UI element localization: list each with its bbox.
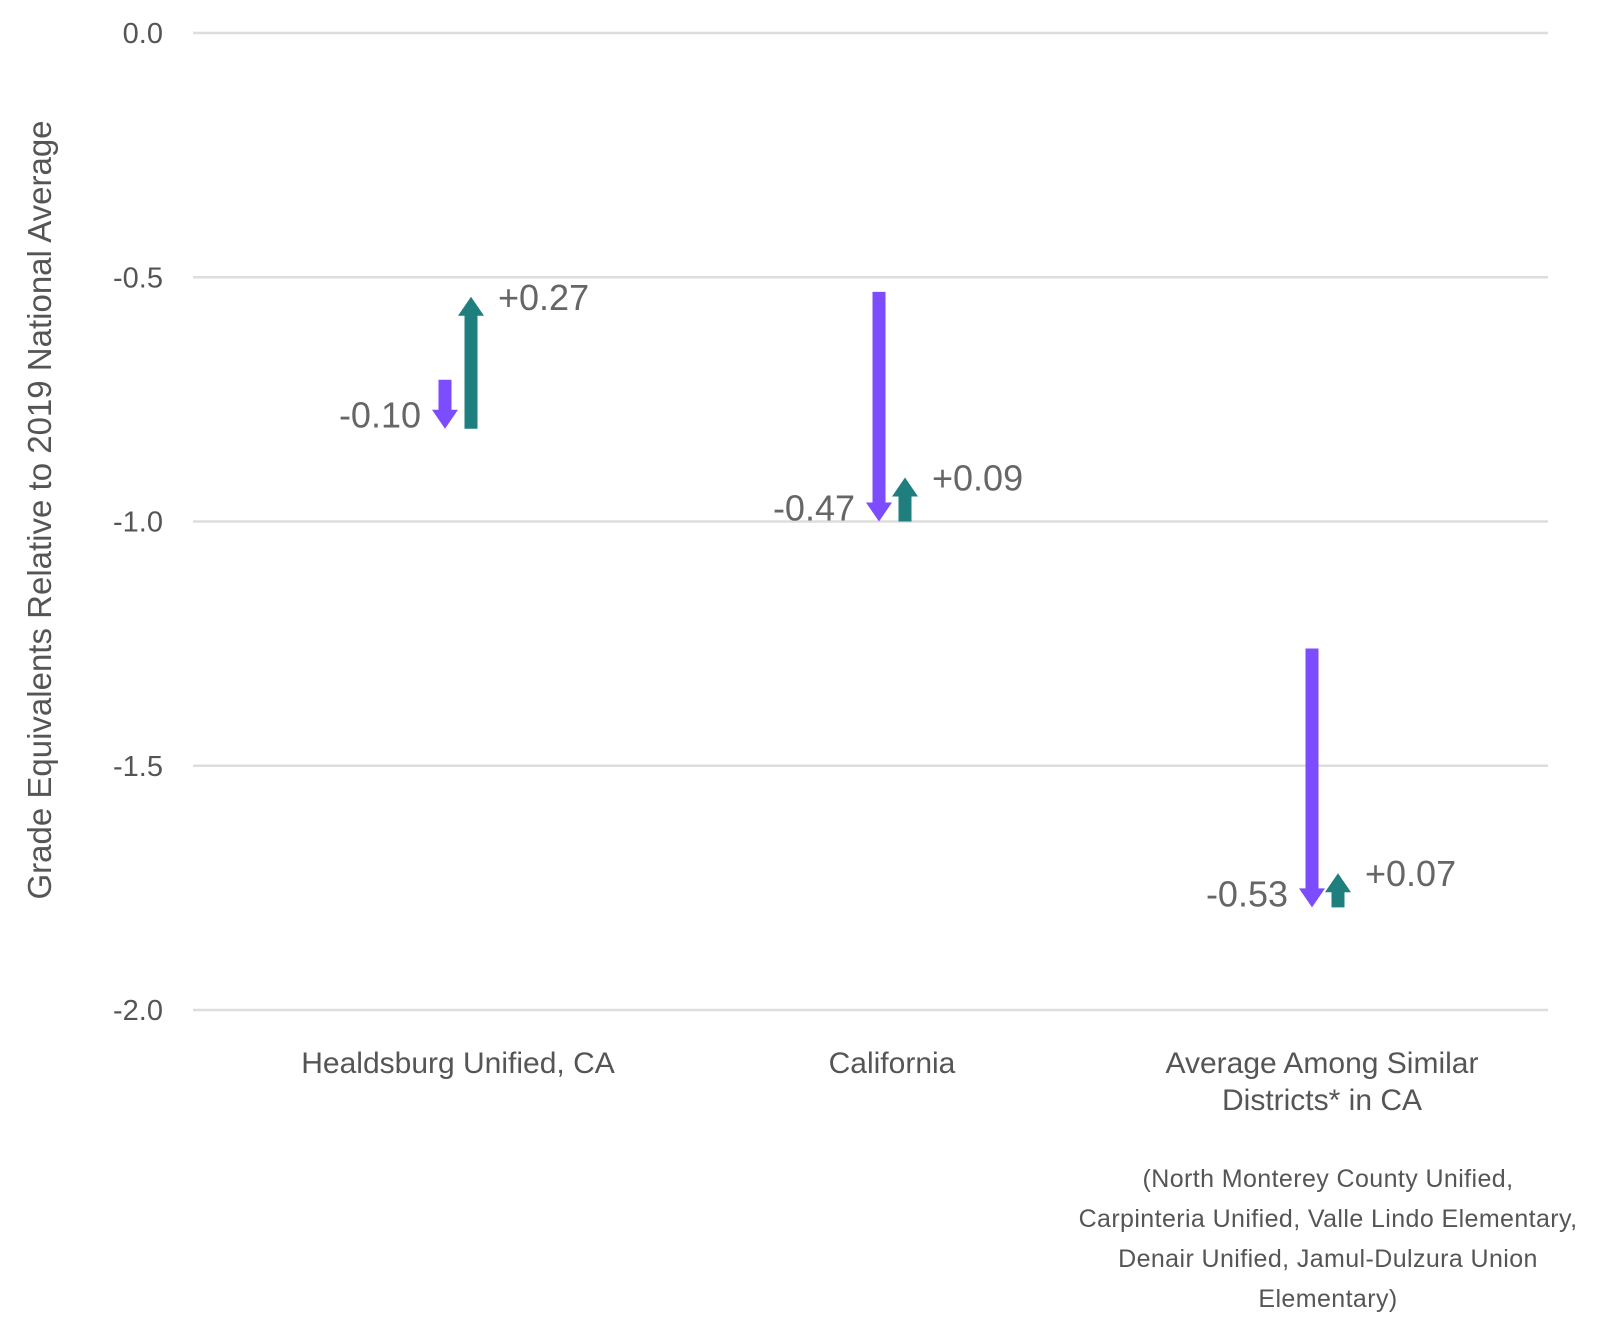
category-label: Healdsburg Unified, CA: [301, 1047, 615, 1080]
decline-arrow: [1299, 648, 1325, 908]
category-note: Denair Unified, Jamul-Dulzura Union: [1118, 1245, 1538, 1273]
y-tick-label: -1.0: [113, 507, 163, 539]
decline-value-label: -0.10: [339, 395, 421, 436]
category-labels: Healdsburg Unified, CA California Average …: [301, 1047, 1578, 1313]
category-note: (North Monterey County Unified,: [1143, 1165, 1514, 1193]
recovery-arrow: [458, 296, 484, 429]
y-tick-label: -1.5: [113, 751, 163, 783]
recovery-value-label: +0.09: [932, 458, 1023, 499]
category-label: Average Among Similar: [1166, 1047, 1479, 1080]
decline-value-label: -0.47: [773, 488, 855, 529]
recovery-arrow: [892, 477, 918, 522]
y-tick-label: 0.0: [123, 18, 163, 50]
category-label: Districts* in CA: [1222, 1084, 1422, 1117]
decline-arrow: [866, 291, 892, 522]
value-labels: -0.10 +0.27 -0.47 +0.09 -0.53 +0.07: [339, 277, 1456, 915]
decline-arrow: [432, 379, 458, 429]
gridlines: [193, 31, 1548, 1012]
recovery-value-label: +0.27: [498, 277, 589, 318]
decline-value-label: -0.53: [1206, 873, 1288, 914]
category-label: California: [829, 1047, 956, 1080]
category-note: Elementary): [1258, 1285, 1397, 1312]
y-tick-label: -2.0: [113, 995, 163, 1027]
category-note: Carpinteria Unified, Valle Lindo Element…: [1079, 1205, 1578, 1233]
y-tick-label: -0.5: [113, 262, 163, 294]
y-axis-ticks: 0.0 -0.5 -1.0 -1.5 -2.0: [113, 18, 163, 1027]
recovery-arrow: [1325, 873, 1351, 908]
recovery-value-label: +0.07: [1365, 853, 1456, 894]
arrows: [432, 291, 1351, 908]
y-axis-label: Grade Equivalents Relative to 2019 Natio…: [21, 120, 58, 899]
